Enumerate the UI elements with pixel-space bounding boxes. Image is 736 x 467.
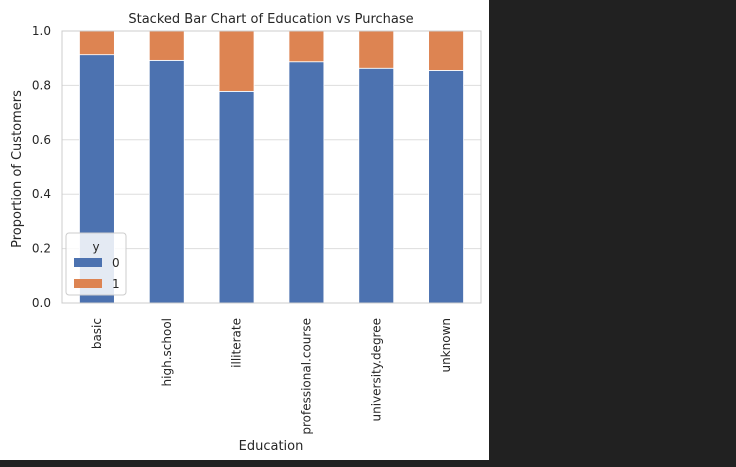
bar-segment-high.school-0 xyxy=(148,59,185,304)
y-axis-label: Proportion of Customers xyxy=(10,90,25,248)
bar-segment-university.degree-0 xyxy=(358,67,395,304)
bar-segment-basic-1 xyxy=(79,30,115,56)
x-tick-label: professional.course xyxy=(299,318,313,435)
legend-label-1: 1 xyxy=(112,277,120,291)
y-tick-label: 0.0 xyxy=(32,296,51,310)
y-tick-label: 0.6 xyxy=(32,133,51,147)
bar-segment-professional.course-1 xyxy=(288,30,325,63)
y-tick-label: 0.8 xyxy=(32,78,51,92)
x-tick-label: university.degree xyxy=(369,318,383,422)
chart-svg: Stacked Bar Chart of Education vs Purcha… xyxy=(10,12,482,454)
chart-figure: Stacked Bar Chart of Education vs Purcha… xyxy=(0,0,489,460)
bar-segment-high.school-1 xyxy=(148,30,185,61)
x-tick-label: illiterate xyxy=(230,318,244,368)
y-tick-label: 0.2 xyxy=(32,242,51,256)
legend-swatch-0 xyxy=(74,258,102,267)
x-tick-label: high.school xyxy=(160,318,174,386)
x-axis-label: Education xyxy=(239,439,304,454)
bar-segment-unknown-0 xyxy=(428,70,464,304)
chart-title: Stacked Bar Chart of Education vs Purcha… xyxy=(128,12,413,27)
bar-segment-illiterate-0 xyxy=(218,90,255,304)
bar-segment-professional.course-0 xyxy=(288,61,325,304)
bar-segment-illiterate-1 xyxy=(218,30,255,92)
legend-swatch-1 xyxy=(74,279,102,288)
y-tick-label: 1.0 xyxy=(32,24,51,38)
bars xyxy=(79,30,464,304)
plot-frame xyxy=(61,30,482,304)
x-tick-label: unknown xyxy=(439,318,453,373)
x-tick-label: basic xyxy=(90,318,104,349)
bar-segment-university.degree-1 xyxy=(358,30,395,69)
tick-labels: 0.0 0.2 0.4 0.6 0.8 1.0 basic high.school illite… xyxy=(32,24,453,435)
plot-area-border xyxy=(61,30,482,304)
bar-segment-unknown-1 xyxy=(428,30,464,71)
legend: y 0 1 xyxy=(65,232,127,296)
legend-label-0: 0 xyxy=(112,256,120,270)
y-tick-label: 0.4 xyxy=(32,187,51,201)
legend-title: y xyxy=(92,240,99,254)
